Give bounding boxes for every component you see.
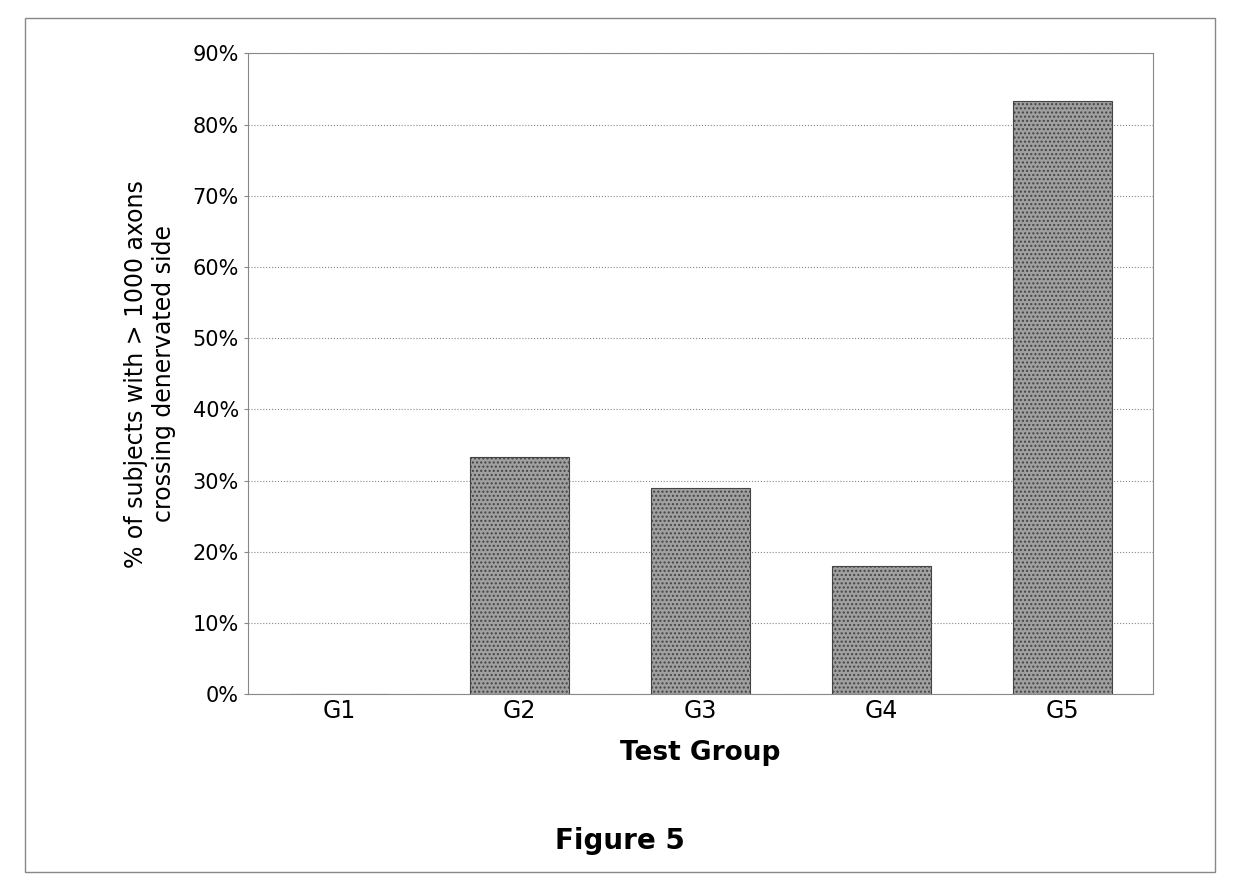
Bar <box>1013 101 1112 694</box>
Text: Figure 5: Figure 5 <box>556 827 684 855</box>
X-axis label: Test Group: Test Group <box>620 740 781 765</box>
Bar <box>832 566 931 694</box>
Bar <box>651 488 750 694</box>
Y-axis label: % of subjects with > 1000 axons
crossing denervated side: % of subjects with > 1000 axons crossing… <box>124 180 176 568</box>
Bar <box>470 457 569 694</box>
